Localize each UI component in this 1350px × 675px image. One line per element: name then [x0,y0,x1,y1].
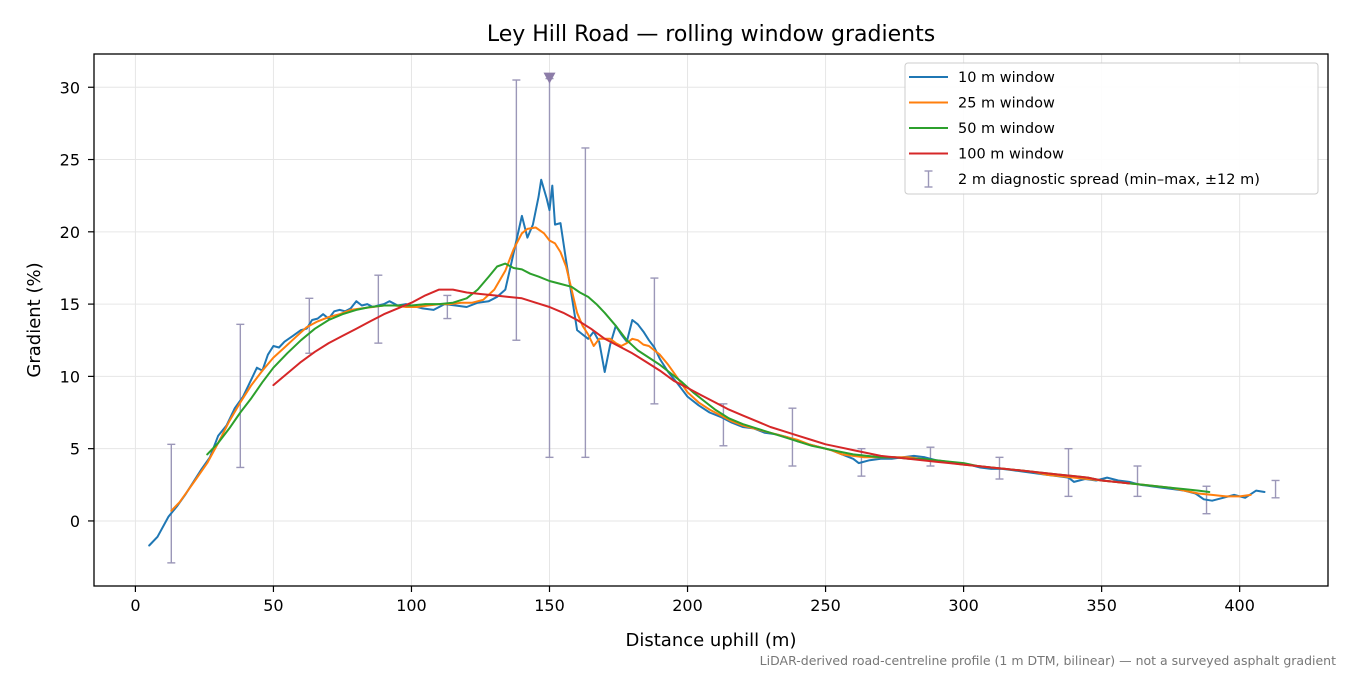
x-tick-label: 50 [263,596,283,615]
marker-group [543,72,556,84]
plot-content [148,77,1280,564]
y-tick-label: 30 [60,78,80,97]
y-tick-label: 20 [60,223,80,242]
legend-label-4: 100 m window [958,147,1064,163]
x-tick-label: 400 [1224,596,1255,615]
peak-marker [543,72,556,84]
legend-box [904,62,1319,195]
x-tick-label: 0 [130,596,140,615]
x-tick-label: 300 [948,596,979,615]
y-tick-label: 5 [70,440,80,459]
y-axis-ticks: 0 5 10 15 20 25 30 [60,78,94,531]
y-tick-label: 25 [60,151,80,170]
y-tick-label: 0 [70,512,80,531]
x-tick-label: 200 [672,596,703,615]
y-tick-label: 15 [60,295,80,314]
legend: 10 m window 25 m window 50 m window 100 m w… [904,62,1319,195]
footnote: LiDAR-derived road-centreline profile (1… [760,653,1336,668]
x-tick-label: 100 [396,596,427,615]
errorbar-group [167,77,1280,564]
x-tick-label: 250 [810,596,841,615]
y-axis-label: Gradient (%) [24,262,45,377]
legend-label-2: 25 m window [958,96,1055,112]
series-line-4 [272,288,1131,485]
plot-frame [93,53,1329,587]
y-tick-label: 10 [60,367,80,386]
chart-title: Ley Hill Road — rolling window gradients [487,22,935,47]
x-tick-label: 150 [534,596,565,615]
legend-label-3: 50 m window [958,121,1055,137]
x-axis-ticks: 0 50 100 150 200 250 300 350 400 [130,586,1255,615]
series-lines [148,178,1266,547]
x-tick-label: 350 [1086,596,1117,615]
x-axis-label: Distance uphill (m) [626,630,797,651]
legend-label-1: 10 m window [958,70,1055,86]
legend-label-errorbar: 2 m diagnostic spread (min–max, ±12 m) [958,172,1260,188]
